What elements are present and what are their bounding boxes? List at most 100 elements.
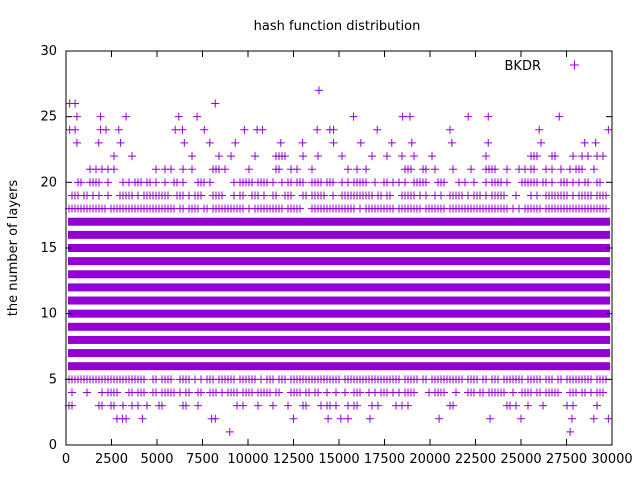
chart-title: hash function distribution (254, 19, 421, 34)
data-point (113, 388, 121, 397)
data-point (602, 191, 610, 200)
y-tick-label: 20 (40, 175, 57, 190)
data-point (77, 178, 85, 187)
data-point (308, 165, 316, 174)
band-row (68, 322, 610, 331)
band-fill (68, 270, 610, 279)
data-point (446, 125, 455, 134)
data-point (293, 165, 301, 174)
data-point (323, 388, 331, 397)
data-point (482, 152, 490, 161)
data-point (239, 401, 247, 410)
band-row (68, 230, 610, 239)
data-point (509, 388, 517, 397)
data-point (422, 191, 430, 200)
x-tick-label: 25000 (500, 452, 541, 467)
data-point (275, 388, 283, 397)
data-point (435, 414, 444, 423)
data-point (604, 414, 613, 423)
y-tick-label: 15 (40, 241, 57, 256)
data-point (71, 125, 80, 134)
data-point (329, 138, 338, 147)
data-point (314, 152, 322, 161)
data-point (269, 401, 277, 410)
data-point (324, 414, 333, 423)
data-point (218, 191, 226, 200)
data-point (114, 125, 123, 134)
data-point (584, 152, 592, 161)
data-point (422, 165, 430, 174)
data-point (68, 401, 76, 410)
data-point (569, 152, 577, 161)
data-point (503, 165, 511, 174)
data-point (440, 178, 448, 187)
data-point (211, 414, 220, 423)
data-point (599, 152, 607, 161)
data-point (604, 125, 613, 134)
data-point (275, 165, 283, 174)
data-point (287, 191, 295, 200)
band-row (68, 335, 610, 344)
data-point (362, 165, 370, 174)
data-point (71, 99, 80, 108)
data-point (530, 165, 538, 174)
x-tick-label: 10000 (227, 452, 268, 467)
data-point (452, 388, 460, 397)
data-point (200, 125, 209, 134)
data-point (167, 375, 175, 384)
data-point (320, 191, 328, 200)
y-axis-label: the number of layers (6, 180, 21, 317)
band-fill (68, 296, 610, 305)
data-point (329, 125, 338, 134)
data-point (567, 414, 576, 423)
data-point (356, 388, 364, 397)
data-point (302, 401, 310, 410)
data-point (134, 401, 142, 410)
band-row (68, 309, 610, 318)
data-point (289, 414, 298, 423)
data-point (194, 401, 202, 410)
data-point (338, 152, 346, 161)
data-point (95, 191, 103, 200)
legend-marker (570, 60, 579, 70)
x-tick-label: 2500 (95, 452, 128, 467)
data-point (188, 165, 196, 174)
data-point (533, 191, 541, 200)
data-point (179, 178, 187, 187)
outlier-points (65, 86, 613, 436)
x-tick-label: 22500 (455, 452, 496, 467)
data-point (180, 138, 189, 147)
data-point (206, 178, 214, 187)
data-point (164, 191, 172, 200)
data-point (554, 388, 562, 397)
data-point (373, 125, 382, 134)
data-point (464, 112, 473, 121)
data-point (185, 388, 193, 397)
data-point (437, 191, 445, 200)
data-point (258, 125, 267, 134)
data-point (188, 152, 196, 161)
data-point (371, 178, 379, 187)
x-tick-label: 30000 (591, 452, 632, 467)
data-point (179, 165, 187, 174)
band-fill (68, 283, 610, 292)
data-point (98, 401, 106, 410)
data-point (449, 401, 457, 410)
band-row (68, 217, 610, 226)
data-point (128, 152, 136, 161)
data-point (404, 401, 412, 410)
data-point (314, 388, 322, 397)
data-point (239, 191, 247, 200)
data-point (281, 152, 289, 161)
data-point (449, 165, 457, 174)
data-point (104, 191, 112, 200)
band-row (110, 152, 607, 161)
data-point (593, 401, 601, 410)
data-point (356, 138, 365, 147)
data-point (152, 165, 160, 174)
data-point (299, 152, 307, 161)
data-point (205, 138, 214, 147)
data-point (102, 125, 111, 134)
data-point (221, 165, 229, 174)
data-point (405, 112, 414, 121)
